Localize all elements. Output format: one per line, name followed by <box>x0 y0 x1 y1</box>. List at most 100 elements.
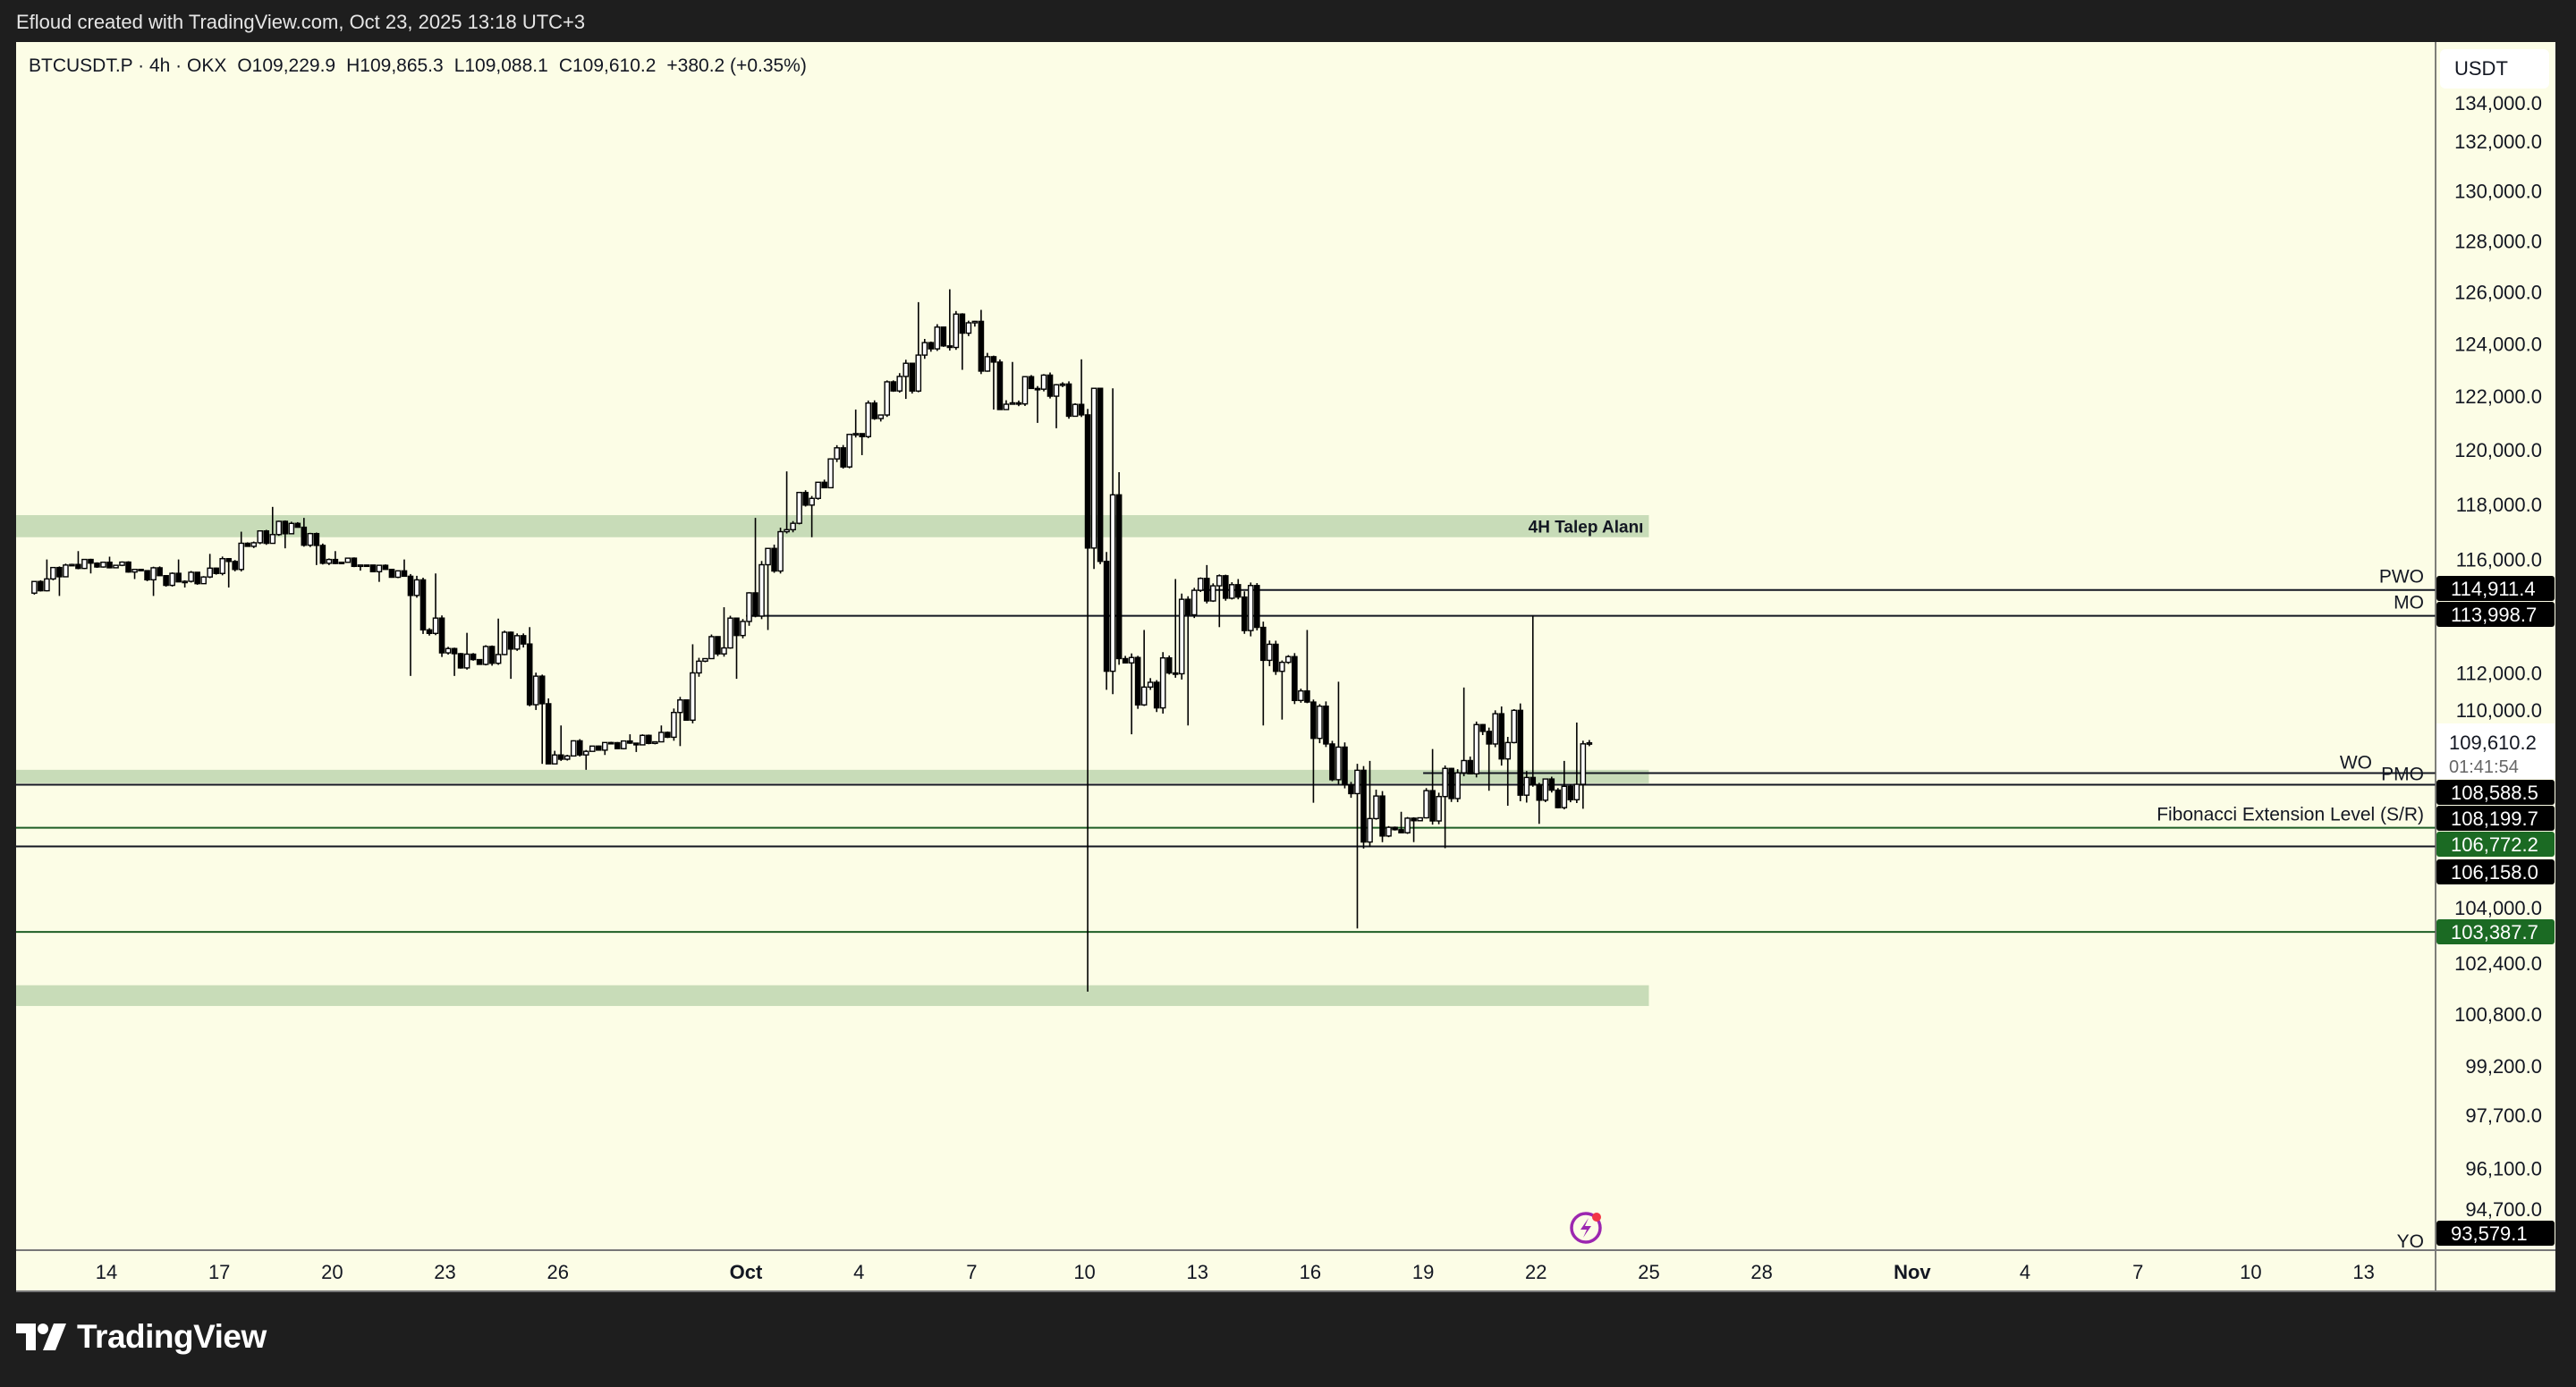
candle-body-up <box>971 320 979 324</box>
candle-body-down <box>1153 681 1160 709</box>
demand-zone[interactable] <box>16 985 1649 1006</box>
currency-button[interactable]: USDT <box>2440 49 2549 89</box>
candle-body-down <box>232 561 239 571</box>
candle-body-up <box>482 646 489 665</box>
candle <box>1411 816 1417 842</box>
price-tick-label: 97,700.0 <box>2465 1104 2542 1127</box>
candle <box>169 572 175 587</box>
candle-body-up <box>1248 585 1254 631</box>
candle-body-down <box>520 635 527 645</box>
candle-body-down <box>1411 817 1417 822</box>
candle-body-down <box>388 569 395 579</box>
candle-body-up <box>921 342 928 356</box>
candle <box>1461 687 1467 777</box>
candle <box>301 518 308 547</box>
candle-body-down <box>871 402 878 419</box>
candle <box>834 444 840 462</box>
candle-body-up <box>984 356 991 372</box>
level-price-value: 108,199.7 <box>2451 808 2538 830</box>
candle-body-down <box>1260 626 1267 662</box>
candle-body-down <box>1517 709 1524 796</box>
candle <box>1147 678 1154 690</box>
symbol-info[interactable]: BTCUSDT.P · 4h · OKX <box>29 55 227 76</box>
candle-body-down <box>75 563 81 570</box>
candle <box>1479 723 1486 735</box>
time-tick-label: 22 <box>1525 1261 1546 1283</box>
candle <box>538 674 546 765</box>
candle <box>313 532 320 565</box>
candle-body-up <box>100 562 106 568</box>
candle <box>113 564 119 569</box>
candle-body-up <box>288 522 295 535</box>
candle <box>690 644 696 723</box>
alert-icon[interactable] <box>1570 1212 1602 1244</box>
candle <box>1159 652 1166 714</box>
demand-zone[interactable] <box>16 515 1649 537</box>
candle-body-up <box>746 592 752 622</box>
candle <box>1115 472 1123 665</box>
level-price-box <box>2436 832 2555 857</box>
level-price-box <box>2436 859 2555 884</box>
candle-body-up <box>1140 686 1148 706</box>
candle-body-down <box>1222 575 1229 599</box>
candle <box>1134 655 1141 709</box>
candle-body-up <box>1191 589 1198 616</box>
candle-body-up <box>1267 643 1273 662</box>
candle <box>1165 655 1173 675</box>
candle-body-down <box>369 564 377 572</box>
candle <box>1442 765 1448 849</box>
candle-body-down <box>382 564 389 571</box>
candle-body-up <box>640 734 646 746</box>
candle-body-up <box>269 534 276 545</box>
candle <box>809 495 815 537</box>
candle-body-down <box>1498 713 1505 760</box>
time-axis[interactable]: 14 17 20 23 26 Oct 4 7 10 13 16 19 22 25 28 Nov 4 7 10 13 <box>96 1261 2375 1283</box>
candle-body-down <box>1172 672 1179 675</box>
level-price-value: 106,772.2 <box>2451 833 2538 856</box>
candle-body-down <box>1329 743 1335 781</box>
candle <box>232 560 239 571</box>
candle-body-down <box>1078 403 1085 416</box>
candle <box>1090 387 1097 570</box>
candle <box>1065 381 1072 419</box>
candle-body-down <box>959 313 966 334</box>
candle <box>63 563 69 578</box>
demand-zone[interactable] <box>16 769 1649 783</box>
candle-body-up <box>1147 681 1154 689</box>
time-tick-label: 23 <box>434 1261 455 1283</box>
candle-body-up <box>1473 723 1479 775</box>
candle <box>1203 564 1210 604</box>
candle-body-down <box>1567 785 1574 800</box>
candle-body-down <box>1536 783 1543 801</box>
price-tick-label: 116,000.0 <box>2456 549 2542 571</box>
candle <box>1486 727 1493 791</box>
candle-body-up <box>44 578 50 592</box>
candle <box>595 745 602 751</box>
candle-body-up <box>1090 387 1097 549</box>
price-tick-label: 99,200.0 <box>2465 1055 2542 1078</box>
level-name: PWO <box>2379 567 2424 588</box>
candle-body-up <box>445 647 452 654</box>
price-axis[interactable]: 134,000.0 132,000.0 130,000.0 128,000.0 126,… <box>2454 92 2542 1221</box>
candle <box>671 708 677 741</box>
candle <box>225 558 232 588</box>
tradingview-logo[interactable]: TradingView <box>16 1318 267 1356</box>
candle <box>1028 375 1035 390</box>
candle-body-down <box>438 617 445 654</box>
candle-body-down <box>608 741 614 745</box>
candle-body-down <box>1310 701 1317 740</box>
candle <box>890 380 897 393</box>
candle-body-up <box>344 557 352 563</box>
time-tick-label: 17 <box>208 1261 230 1283</box>
candle <box>1285 655 1292 664</box>
candle <box>1511 709 1518 744</box>
candle-body-down <box>1555 789 1562 808</box>
candle-body-down <box>1273 643 1279 672</box>
candle <box>790 520 796 533</box>
candle <box>915 301 922 393</box>
candle-body-down <box>363 564 370 568</box>
candle <box>1498 706 1505 766</box>
level-price-value: 103,387.7 <box>2451 921 2538 943</box>
level-name: WO <box>2340 753 2372 774</box>
